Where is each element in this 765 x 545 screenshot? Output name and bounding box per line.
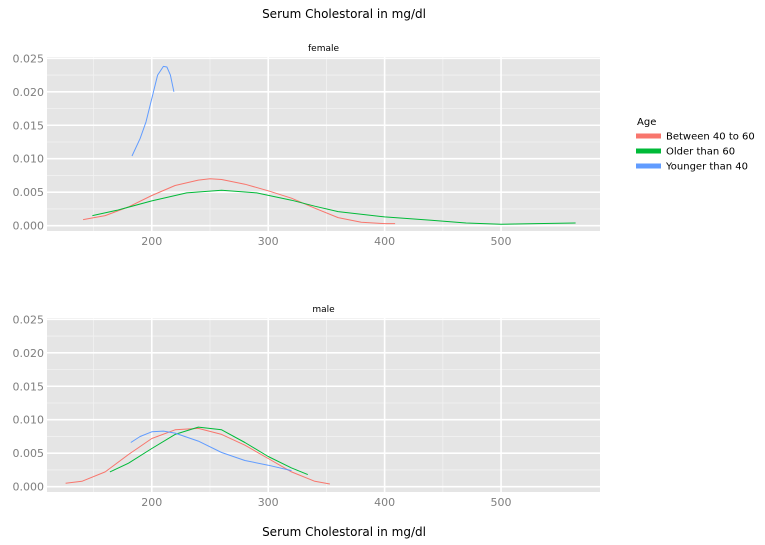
chart-title: Serum Cholestoral in mg/dl — [262, 7, 426, 21]
x-tick-label: 400 — [374, 496, 395, 509]
y-tick-label: 0.020 — [13, 347, 45, 360]
y-tick-label: 0.005 — [13, 447, 45, 460]
density-line-between-40-to-60 — [83, 178, 396, 225]
panel-background — [47, 57, 600, 231]
facet-panels: 0.000 0.005 0.010 0.015 0.020 0.025 200 300 400 5… — [13, 44, 600, 509]
density-line-older-than-60 — [92, 189, 576, 225]
facet-panel-female: 0.000 0.005 0.010 0.015 0.020 0.025 200 300 400 5… — [13, 44, 600, 248]
y-tick-label: 0.015 — [13, 119, 45, 132]
density-line-older-than-60 — [109, 426, 308, 476]
x-tick-label: 400 — [374, 235, 395, 248]
y-tick-label: 0.025 — [13, 52, 45, 65]
density-line-younger-than-40 — [130, 430, 292, 472]
facet-label-female: female — [308, 44, 339, 54]
y-tick-label: 0.020 — [13, 86, 45, 99]
legend-label: Between 40 to 60 — [666, 132, 755, 143]
x-tick-label: 200 — [141, 496, 162, 509]
x-tick-label: 200 — [141, 235, 162, 248]
x-tick-label: 300 — [258, 496, 279, 509]
y-tick-label: 0.015 — [13, 380, 45, 393]
density-line-between-40-to-60 — [65, 427, 330, 485]
x-tick-label: 500 — [491, 235, 512, 248]
legend-key — [636, 133, 661, 139]
y-tick-label: 0.025 — [13, 313, 45, 326]
y-tick-label: 0.010 — [13, 414, 45, 427]
legend-title: Age — [637, 117, 656, 128]
legend-label: Older than 60 — [666, 147, 735, 158]
x-tick-label: 300 — [258, 235, 279, 248]
x-axis-title: Serum Cholestoral in mg/dl — [262, 525, 426, 539]
legend-key — [636, 148, 661, 154]
legend: Age Between 40 to 60 Older than 60 Younger… — [636, 117, 755, 173]
y-tick-label: 0.010 — [13, 153, 45, 166]
facet-label-male: male — [312, 305, 335, 315]
legend-key — [636, 163, 661, 169]
facet-panel-male: 0.000 0.005 0.010 0.015 0.020 0.025 200 300 400 5… — [13, 305, 600, 509]
x-tick-label: 500 — [491, 496, 512, 509]
density-line-younger-than-40 — [131, 65, 175, 157]
y-tick-label: 0.005 — [13, 186, 45, 199]
legend-label: Younger than 40 — [665, 162, 748, 173]
panel-background — [47, 318, 600, 492]
y-tick-label: 0.000 — [13, 481, 45, 494]
y-tick-label: 0.000 — [13, 220, 45, 233]
